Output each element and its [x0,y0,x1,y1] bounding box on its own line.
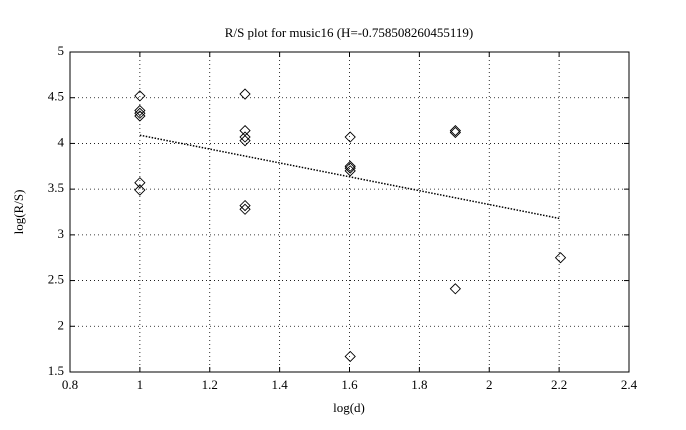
y-tick-label: 4 [58,134,65,149]
marker [134,177,146,189]
marker [239,131,251,143]
y-tick-label: 2.5 [48,272,64,287]
x-tick-label: 1.6 [341,377,358,392]
marker [134,104,146,117]
marker [134,107,146,119]
y-tick-label: 5 [58,43,65,58]
marker [134,90,146,102]
marker [344,162,356,174]
marker [554,252,567,264]
y-tick-label: 2 [58,317,65,332]
chart-title: R/S plot for music16 (H=-0.7585082604551… [225,25,473,40]
x-tick-label: 1.8 [411,377,427,392]
marker [134,184,146,196]
marker [239,135,251,147]
marker [449,124,461,137]
x-tick-label: 1.2 [202,377,218,392]
y-axis-label: log(R/S) [11,190,26,235]
marker [134,110,146,122]
x-tick-label: 2.4 [621,377,638,392]
x-tick-label: 2 [486,377,493,392]
y-tick-label: 4.5 [48,89,64,104]
x-tick-label: 2.2 [551,377,567,392]
marker [344,165,356,177]
marker [239,203,251,215]
x-tick-label: 0.8 [62,377,78,392]
x-axis-label: log(d) [333,400,365,415]
y-tick-label: 3.5 [48,180,64,195]
marker [344,350,356,363]
marker [239,88,251,100]
marker [239,199,251,212]
marker [449,126,461,139]
fit-line [139,134,561,220]
marker [344,131,356,143]
x-tick-label: 1 [137,377,144,392]
marker [449,283,461,295]
y-tick-label: 1.5 [48,363,64,378]
plot-frame [69,51,630,373]
y-tick-label: 3 [58,226,65,241]
marker [344,160,356,172]
marker [239,124,251,137]
x-tick-label: 1.4 [272,377,289,392]
